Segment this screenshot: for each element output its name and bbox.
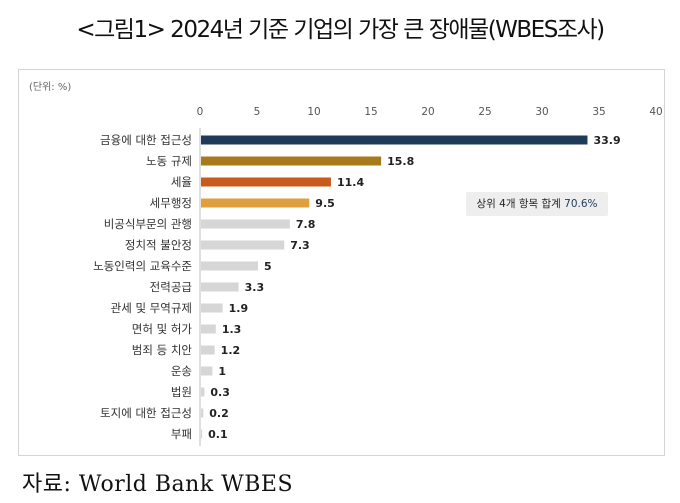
value-label: 0.1	[208, 428, 228, 441]
category-label: 금융에 대한 접근성	[100, 133, 192, 147]
category-label: 토지에 대한 접근성	[100, 406, 192, 420]
bar	[201, 324, 216, 334]
x-tick-label: 10	[307, 106, 320, 118]
category-label: 부패	[171, 427, 192, 441]
x-tick-label: 0	[197, 106, 204, 118]
x-tick-label: 30	[535, 106, 548, 118]
value-label: 7.3	[290, 239, 310, 252]
category-label: 전력공급	[150, 280, 192, 294]
value-label: 15.8	[387, 155, 414, 168]
value-label: 1.3	[222, 323, 242, 336]
value-label: 5	[264, 260, 272, 273]
category-label: 관세 및 무역규제	[111, 301, 192, 315]
category-label: 비공식부문의 관행	[104, 217, 192, 231]
category-label: 정치적 불안정	[125, 238, 192, 252]
bar	[201, 429, 203, 439]
category-label: 노동인력의 교육수준	[93, 259, 192, 273]
x-tick-label: 35	[592, 106, 605, 118]
bar	[201, 366, 213, 376]
bar	[201, 135, 588, 145]
x-tick-label: 15	[364, 106, 377, 118]
bar	[201, 408, 204, 418]
x-tick-label: 25	[478, 106, 491, 118]
bar	[201, 177, 331, 187]
bar	[201, 387, 205, 397]
bar	[201, 345, 215, 355]
category-label: 범죄 등 치안	[132, 343, 193, 357]
category-label: 법원	[171, 385, 192, 399]
category-label: 운송	[171, 364, 192, 378]
value-label: 7.8	[296, 218, 316, 231]
bar	[201, 303, 223, 313]
value-label: 1	[218, 365, 226, 378]
top4-total-callout: 상위 4개 항목 합계 70.6%	[466, 192, 608, 216]
chart-panel: (단위: %) 0 5 10 15 20 25 30 35 40 금융에 대한 접근성 33.9 노동…	[18, 69, 665, 456]
category-label: 세율	[171, 175, 192, 189]
x-tick-label: 5	[254, 106, 261, 118]
unit-label: (단위: %)	[29, 82, 72, 93]
x-tick-label: 40	[649, 106, 662, 118]
value-label: 33.9	[593, 134, 620, 147]
bar	[201, 156, 382, 166]
chart-title: <그림1> 2024년 기준 기업의 가장 큰 장애물(WBES조사)	[76, 17, 605, 43]
callout-value: 70.6%	[564, 198, 598, 210]
value-label: 1.2	[221, 344, 241, 357]
value-label: 0.2	[209, 407, 229, 420]
value-label: 3.3	[245, 281, 265, 294]
bar	[201, 219, 290, 229]
x-tick-label: 20	[421, 106, 434, 118]
bar	[201, 198, 310, 208]
callout-text: 상위 4개 항목 합계	[476, 198, 561, 210]
value-label: 0.3	[210, 386, 230, 399]
bar	[201, 282, 239, 292]
bar	[201, 240, 285, 250]
value-label: 1.9	[229, 302, 249, 315]
bar	[201, 261, 258, 271]
category-label: 세무행정	[150, 196, 192, 210]
category-label: 면허 및 허가	[132, 322, 193, 336]
value-label: 9.5	[315, 197, 335, 210]
value-label: 11.4	[337, 176, 364, 189]
source-note: 자료: World Bank WBES	[22, 472, 294, 497]
category-label: 노동 규제	[146, 154, 192, 168]
